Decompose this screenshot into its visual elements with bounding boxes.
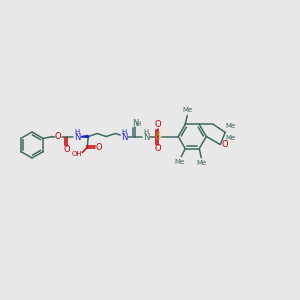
- Text: O: O: [96, 143, 103, 152]
- Text: Me: Me: [182, 107, 192, 113]
- Text: N: N: [121, 133, 127, 142]
- Text: Me: Me: [174, 159, 184, 165]
- Text: O: O: [155, 120, 162, 129]
- Text: S: S: [156, 132, 161, 141]
- Text: O: O: [222, 140, 229, 149]
- Polygon shape: [81, 136, 89, 137]
- Text: Me: Me: [196, 160, 206, 166]
- Text: N: N: [143, 133, 149, 142]
- Text: H: H: [122, 130, 127, 136]
- Text: OH: OH: [72, 152, 83, 158]
- Text: H: H: [75, 130, 80, 136]
- Text: Me: Me: [225, 135, 236, 141]
- Text: Me: Me: [225, 123, 236, 129]
- Text: O: O: [155, 144, 162, 153]
- Text: O: O: [55, 132, 62, 141]
- Text: N: N: [132, 119, 138, 128]
- Text: O: O: [64, 146, 70, 154]
- Text: N: N: [74, 133, 80, 142]
- Text: H: H: [136, 121, 141, 127]
- Text: H: H: [144, 130, 149, 136]
